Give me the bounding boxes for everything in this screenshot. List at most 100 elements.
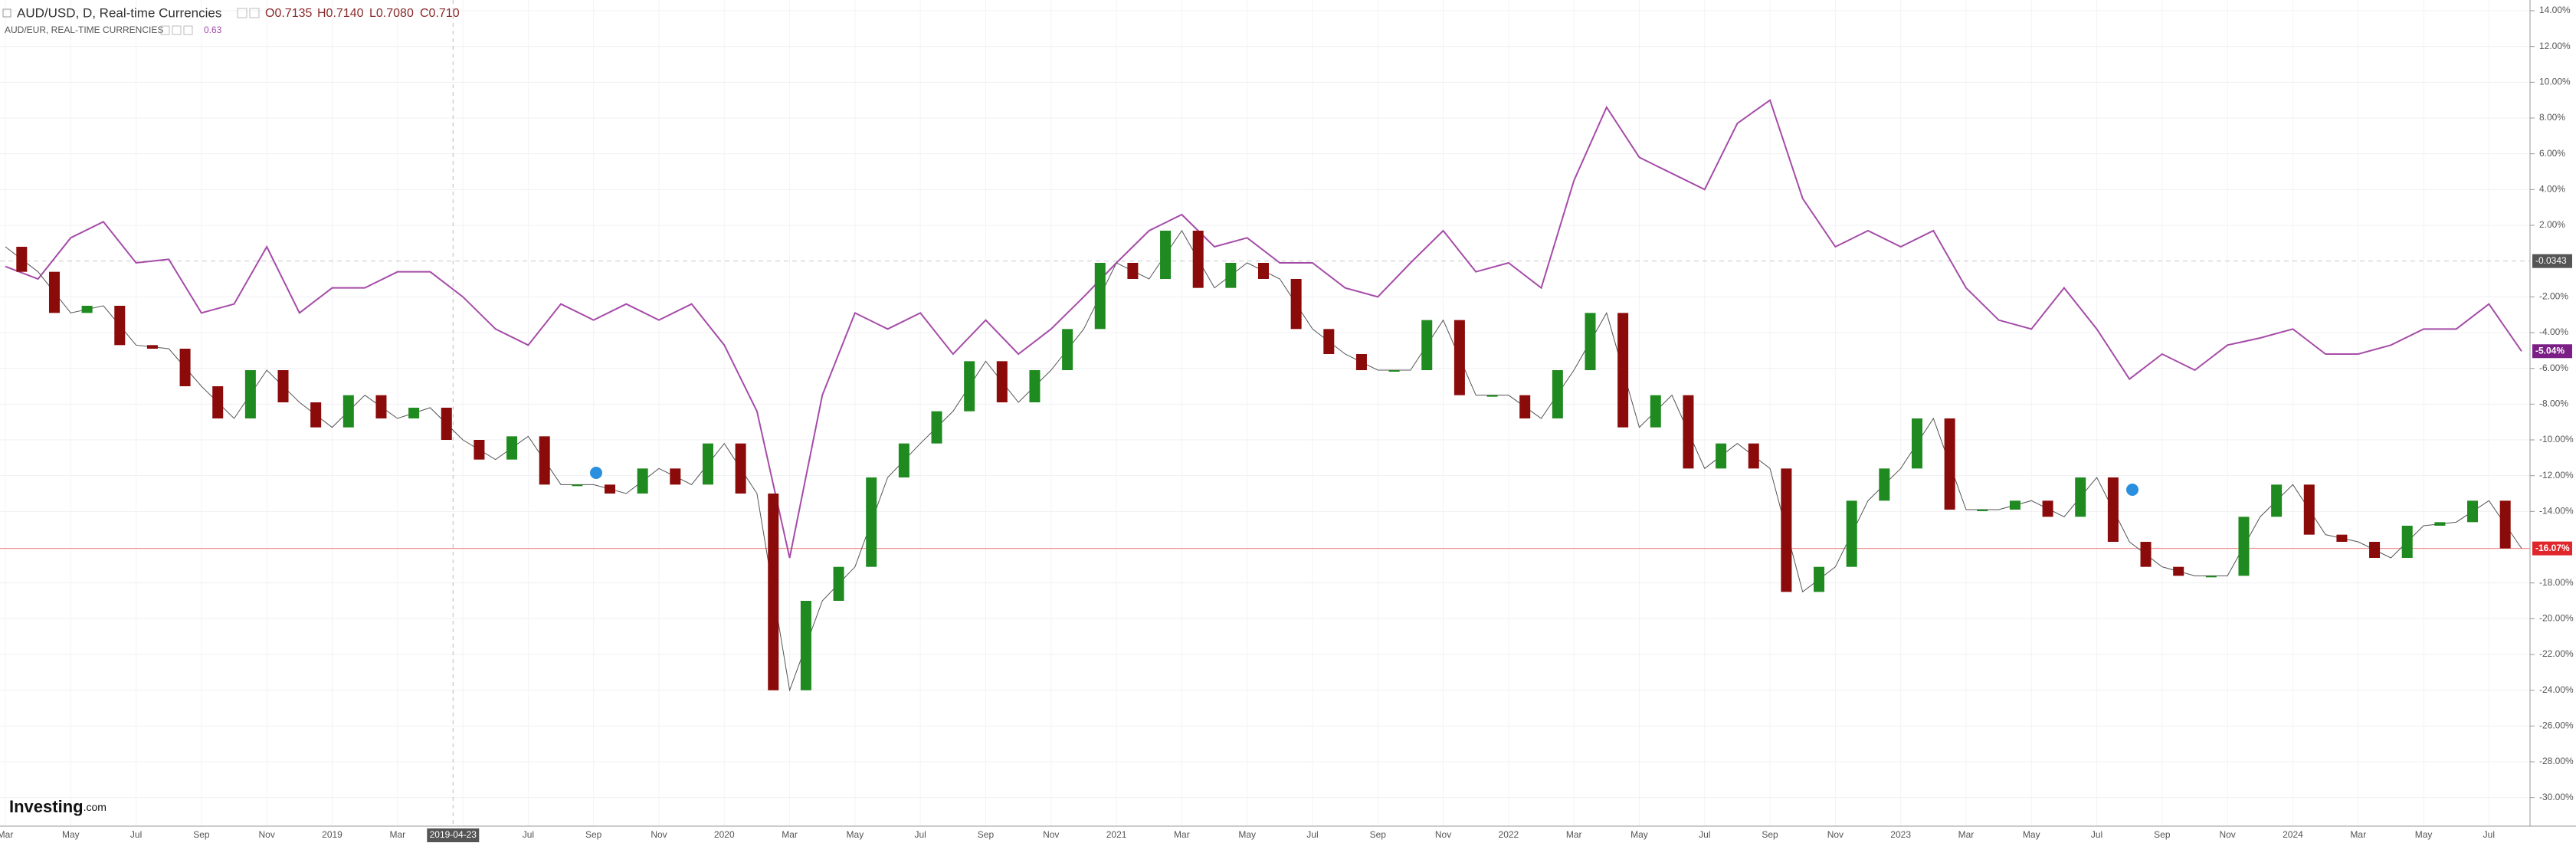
x-tick-label: Nov: [1043, 829, 1059, 840]
crosshair-tag: [427, 828, 480, 842]
candle: [2271, 484, 2283, 517]
icon[interactable]: [237, 8, 247, 18]
candle: [81, 306, 93, 313]
candle: [1486, 395, 1498, 397]
x-tick-label: 2019: [322, 829, 342, 840]
crosshair-label: 2019-04-23: [430, 829, 477, 840]
x-tick-label: Mar: [782, 829, 798, 840]
candle: [1062, 329, 1073, 370]
candle: [441, 408, 452, 440]
x-tick-label: Jul: [1699, 829, 1710, 840]
x-tick-label: Nov: [1435, 829, 1451, 840]
x-tick-label: May: [1238, 829, 1256, 840]
y-tick-label: -20.00%: [2539, 613, 2574, 624]
x-tick-label: Jul: [2483, 829, 2495, 840]
last-tag: [2532, 541, 2572, 556]
candle: [931, 411, 942, 444]
candle: [2238, 517, 2250, 576]
candle: [2369, 542, 2381, 558]
candle: [2467, 500, 2479, 523]
series-line: [5, 99, 2522, 559]
x-tick-label: Jul: [915, 829, 926, 840]
icon[interactable]: [249, 8, 260, 18]
collapse-icon[interactable]: [2, 8, 11, 18]
y-tick-label: -26.00%: [2539, 720, 2574, 731]
candle: [2303, 484, 2315, 535]
candle: [474, 440, 485, 460]
candle: [179, 349, 191, 386]
icon[interactable]: [172, 25, 182, 35]
logo: Investing.com: [9, 797, 107, 816]
candle: [670, 468, 681, 485]
candle: [1421, 320, 1433, 370]
x-tick-label: May: [62, 829, 80, 840]
last-tag: [2532, 344, 2572, 359]
y-tick-label: -22.00%: [2539, 648, 2574, 659]
x-tick-label: Sep: [1370, 829, 1387, 840]
low: L0.7080: [369, 7, 414, 20]
x-tick-label: 2022: [1499, 829, 1519, 840]
y-tick-label: -18.00%: [2539, 577, 2574, 588]
icon[interactable]: [183, 25, 193, 35]
x-tick-label: Nov: [1827, 829, 1844, 840]
x-tick-label: Jul: [130, 829, 142, 840]
y-tick-label: -8.00%: [2539, 399, 2568, 409]
x-tick-label: Mar: [389, 829, 405, 840]
candle: [1716, 443, 1727, 469]
candle: [342, 395, 354, 428]
y-tick-label: -24.00%: [2539, 684, 2574, 695]
x-tick-label: Mar: [1958, 829, 1975, 840]
candle: [1814, 566, 1825, 592]
y-tick-label: 8.00%: [2539, 112, 2565, 123]
candle: [1323, 329, 1335, 354]
event-marker[interactable]: [2126, 484, 2138, 496]
last-label: -16.07%: [2535, 543, 2570, 553]
x-tick-label: Nov: [651, 829, 667, 840]
x-tick-label: 2021: [1106, 829, 1127, 840]
candle: [1617, 313, 1629, 428]
candle: [2173, 566, 2184, 576]
candle: [1552, 370, 1563, 418]
logo-main: Investing: [9, 797, 84, 816]
candle: [702, 443, 713, 485]
candle: [2336, 534, 2348, 542]
x-tick-label: Sep: [193, 829, 210, 840]
candle: [2042, 500, 2053, 517]
candle: [605, 484, 616, 494]
y-tick-label: 12.00%: [2539, 41, 2571, 51]
x-tick-label: 2024: [2283, 829, 2303, 840]
y-tick-label: 4.00%: [2539, 184, 2565, 195]
candle: [1683, 395, 1694, 469]
x-tick-label: Mar: [1566, 829, 1582, 840]
candle: [2401, 526, 2413, 558]
x-tick-label: May: [2023, 829, 2040, 840]
high: H0.7140: [317, 7, 364, 20]
candle: [1650, 395, 1661, 428]
y-tick-label: -12.00%: [2539, 470, 2574, 481]
candle: [2075, 477, 2086, 517]
x-tick-label: May: [2415, 829, 2433, 840]
candle: [212, 386, 224, 418]
icon[interactable]: [160, 25, 170, 35]
labels: 14.00% 12.00% 10.00% 8.00% 6.00% 4.00% 2.00% -2…: [0, 5, 2574, 842]
candle: [2205, 576, 2217, 578]
x-tick-label: Nov: [2219, 829, 2235, 840]
candle: [964, 361, 975, 412]
candle: [48, 271, 60, 313]
x-tick-label: Nov: [259, 829, 275, 840]
x-tick-label: Jul: [1306, 829, 1318, 840]
candle: [1388, 370, 1400, 372]
candle: [1846, 500, 1857, 567]
x-tick-label: Sep: [585, 829, 602, 840]
candle: [2434, 522, 2446, 526]
event-marker[interactable]: [590, 467, 602, 479]
candle: [1258, 263, 1269, 279]
baseline-tag: [2532, 254, 2572, 268]
y-tick-label: -10.00%: [2539, 434, 2574, 444]
candle: [800, 601, 811, 690]
candle: [1160, 231, 1172, 279]
x-tick-label: Jul: [2091, 829, 2102, 840]
candle: [1781, 468, 1792, 592]
candle: [1355, 354, 1367, 370]
x-tick-label: Mar: [2350, 829, 2366, 840]
